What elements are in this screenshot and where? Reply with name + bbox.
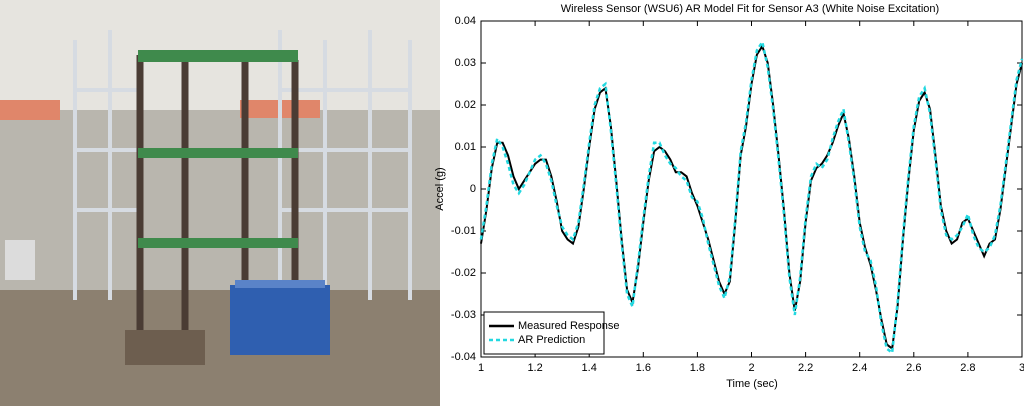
y-tick-label: -0.01 <box>451 225 476 237</box>
x-tick-label: 1 <box>478 362 484 374</box>
x-tick-label: 3 <box>1019 362 1024 374</box>
y-tick-label: 0.02 <box>455 99 476 111</box>
y-tick-label: 0.04 <box>455 15 476 27</box>
legend-label: Measured Response <box>518 320 620 332</box>
chart-title: Wireless Sensor (WSU6) AR Model Fit for … <box>561 3 939 15</box>
x-tick-label: 2.8 <box>960 362 975 374</box>
page: Wireless Sensor (WSU6) AR Model Fit for … <box>0 0 1024 406</box>
x-tick-label: 1.8 <box>690 362 705 374</box>
y-tick-label: 0 <box>470 183 476 195</box>
x-tick-label: 2.6 <box>906 362 921 374</box>
x-tick-label: 1.4 <box>582 362 597 374</box>
x-tick-label: 2 <box>748 362 754 374</box>
y-tick-label: 0.03 <box>455 57 476 69</box>
series-line <box>481 46 1022 348</box>
x-tick-label: 1.6 <box>636 362 651 374</box>
y-tick-label: 0.01 <box>455 141 476 153</box>
legend-label: AR Prediction <box>518 334 585 346</box>
x-tick-label: 2.2 <box>798 362 813 374</box>
x-tick-label: 1.2 <box>527 362 542 374</box>
x-axis-label: Time (sec) <box>726 378 778 390</box>
y-tick-label: -0.03 <box>451 309 476 321</box>
y-tick-label: -0.02 <box>451 267 476 279</box>
x-tick-label: 2.4 <box>852 362 867 374</box>
y-tick-label: -0.04 <box>451 351 476 363</box>
photo <box>0 0 440 406</box>
plot-frame <box>481 21 1022 357</box>
y-axis-label: Accel (g) <box>434 167 446 210</box>
